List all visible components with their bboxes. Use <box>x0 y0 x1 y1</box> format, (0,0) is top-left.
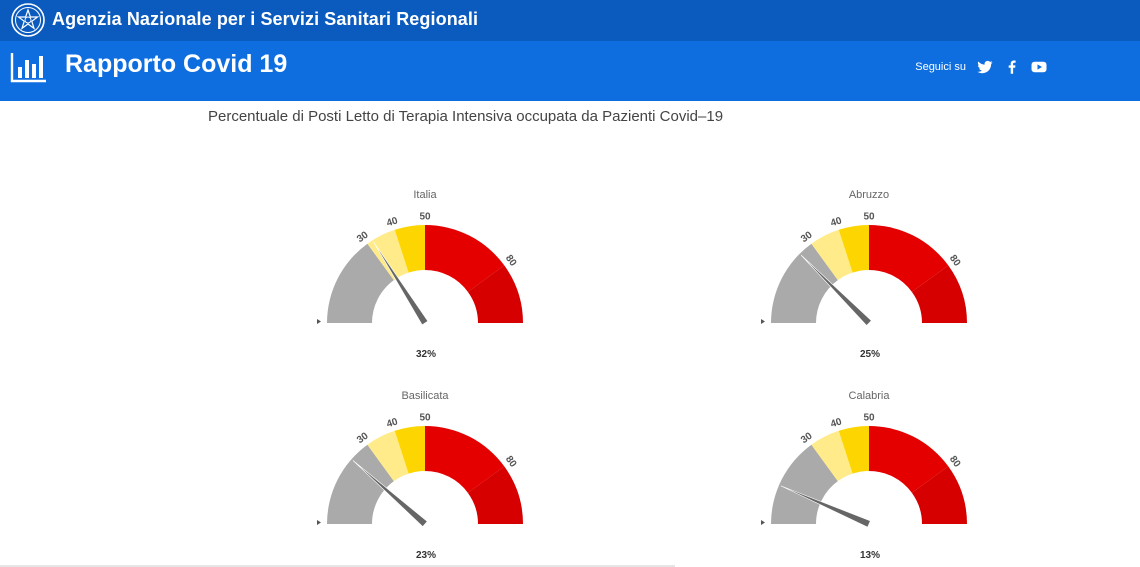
gauge-needle <box>800 254 872 326</box>
gauge-band <box>771 243 838 323</box>
gauge-band <box>467 466 523 524</box>
gauge-band <box>811 229 853 281</box>
gauge-needle <box>780 485 871 528</box>
social-links: Seguici su <box>915 56 1048 78</box>
gauge-band <box>467 265 523 323</box>
gauge-tick-label: 50 <box>419 212 431 223</box>
gauge-band <box>911 466 967 524</box>
gauge-band <box>771 444 838 524</box>
gauge-basilicata: Basilicata 30 40 50 80 23% <box>317 390 523 561</box>
gauge-band <box>327 243 394 323</box>
gauge-tick-label: 40 <box>385 215 399 229</box>
republic-emblem-icon[interactable] <box>10 2 46 38</box>
gauge-tick-label: 30 <box>355 229 371 245</box>
gauge-tick-label: 30 <box>799 229 815 245</box>
gauge-tick-label: 80 <box>947 454 963 470</box>
gauge-tick-label: 40 <box>829 416 843 430</box>
gauge-band <box>367 229 409 281</box>
facebook-icon[interactable] <box>1003 58 1021 76</box>
gauge-tick-label: 40 <box>829 215 843 229</box>
gauge-band <box>811 430 853 482</box>
gauge-band <box>911 265 967 323</box>
gauge-tick-label: 30 <box>799 430 815 446</box>
twitter-icon[interactable] <box>976 58 994 76</box>
youtube-icon[interactable] <box>1030 58 1048 76</box>
agency-name[interactable]: Agenzia Nazionale per i Servizi Sanitari… <box>52 9 479 29</box>
gauge-value-label: 23% <box>416 550 436 561</box>
agency-bar: Agenzia Nazionale per i Servizi Sanitari… <box>0 0 1140 41</box>
gauge-abruzzo: Abruzzo 30 40 50 80 25% <box>761 189 967 360</box>
scroll-divider <box>0 565 675 567</box>
gauge-band <box>869 426 949 493</box>
gauge-band <box>838 225 869 273</box>
gauge-min-marker <box>761 319 765 324</box>
gauge-band <box>869 225 949 292</box>
bar-chart-icon[interactable] <box>10 51 48 83</box>
gauge-italia: Italia 30 40 50 80 32% <box>317 189 523 360</box>
report-header: Rapporto Covid 19 Seguici su <box>0 41 1140 101</box>
chart-subtitle: Percentuale di Posti Letto di Terapia In… <box>208 108 724 125</box>
gauge-band <box>425 225 505 292</box>
gauge-value-label: 13% <box>860 550 880 561</box>
gauge-tick-label: 50 <box>863 413 875 424</box>
gauge-title: Calabria <box>849 390 891 402</box>
gauge-tick-label: 80 <box>503 454 519 470</box>
gauge-title: Basilicata <box>401 390 449 402</box>
gauge-tick-label: 80 <box>947 253 963 269</box>
gauge-value-label: 25% <box>860 349 880 360</box>
gauge-tick-label: 50 <box>419 413 431 424</box>
gauge-min-marker <box>761 520 765 525</box>
gauge-needle <box>352 460 428 527</box>
gauge-title: Abruzzo <box>849 189 889 201</box>
page-title: Rapporto Covid 19 <box>65 50 288 78</box>
gauge-band <box>425 426 505 493</box>
gauge-band <box>838 426 869 474</box>
gauge-min-marker <box>317 319 321 324</box>
gauge-band <box>394 426 425 474</box>
gauge-tick-label: 40 <box>385 416 399 430</box>
gauge-tick-label: 30 <box>355 430 371 446</box>
gauge-band <box>327 444 394 524</box>
follow-label: Seguici su <box>915 61 966 73</box>
gauge-min-marker <box>317 520 321 525</box>
gauge-calabria: Calabria 30 40 50 80 13% <box>761 390 967 561</box>
gauge-value-label: 32% <box>416 349 436 360</box>
gauge-needle <box>373 241 429 326</box>
gauge-tick-label: 50 <box>863 212 875 223</box>
gauge-band <box>367 430 409 482</box>
gauge-title: Italia <box>413 189 437 201</box>
gauge-tick-label: 80 <box>503 253 519 269</box>
gauge-band <box>394 225 425 273</box>
